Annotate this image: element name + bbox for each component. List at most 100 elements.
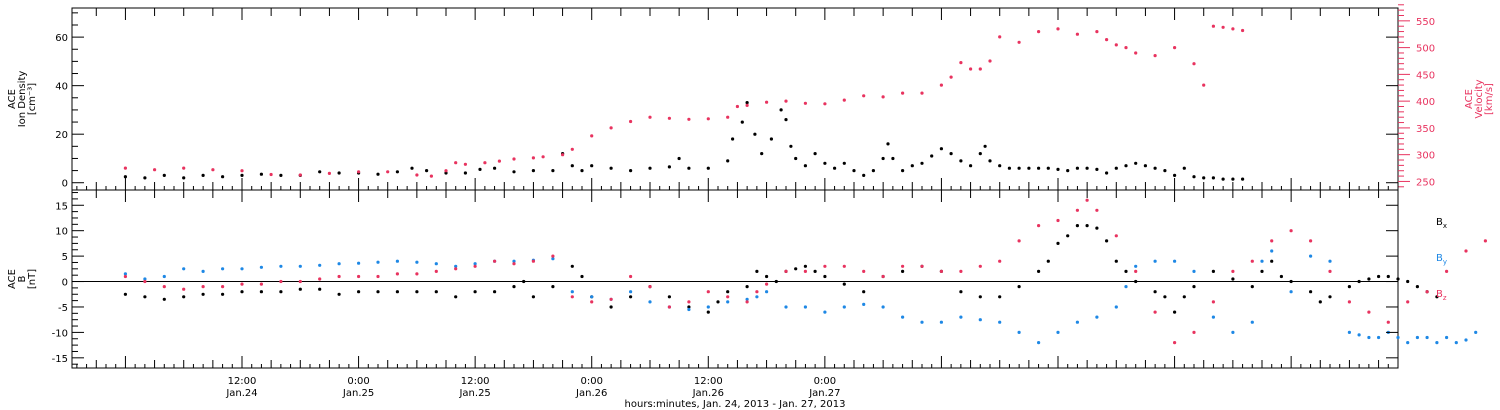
velocity-point-54 (1114, 43, 1118, 47)
bx-point-81 (1357, 279, 1361, 284)
bz-point-65 (1347, 300, 1351, 304)
by-point-34 (765, 290, 769, 294)
density-point-79 (1105, 171, 1109, 175)
velocity-axis-ticks: 250 300 350 400 450 500 550 (1398, 4, 1435, 188)
by-point-32 (745, 297, 749, 301)
density-point-61 (939, 147, 944, 151)
by-point-54 (1134, 264, 1138, 268)
by-point-46 (998, 320, 1002, 324)
by-point-40 (881, 305, 885, 309)
bz-point-35 (784, 269, 788, 273)
density-point-69 (1007, 166, 1012, 170)
bx-point-17 (454, 295, 458, 299)
velocity-tick-label-250: 250 (1416, 177, 1435, 188)
velocity-point-62 (1221, 25, 1225, 29)
bx-point-15 (415, 290, 419, 294)
by-point-27 (648, 300, 652, 304)
bz-point-39 (862, 269, 866, 273)
bz-point-40 (881, 274, 885, 279)
by-point-71 (1396, 335, 1400, 340)
velocity-point-15 (483, 161, 487, 165)
bz-point-31 (726, 295, 730, 299)
density-point-36 (731, 137, 735, 141)
velocity-point-43 (959, 61, 963, 65)
bx-point-20 (512, 285, 516, 289)
by-point-57 (1192, 269, 1196, 273)
velocity-point-20 (561, 153, 565, 157)
by-point-52 (1114, 305, 1118, 309)
bz-point-50 (1075, 208, 1079, 212)
velocity-point-37 (862, 94, 866, 98)
bx-point-57 (1066, 234, 1070, 238)
velocity-point-33 (784, 99, 788, 103)
by-point-17 (454, 264, 458, 268)
by-point-74 (1425, 335, 1429, 340)
velocity-point-32 (765, 100, 769, 104)
velocity-point-30 (735, 104, 740, 109)
density-point-48 (823, 161, 827, 165)
bz-point-20 (512, 262, 516, 266)
velocity-point-4 (240, 169, 244, 173)
date-tick-label-0: Jan.24 (225, 388, 257, 399)
bx-point-52 (998, 295, 1002, 299)
velocity-label-line-2: [km/s] (1484, 83, 1495, 115)
velocity-point-52 (1095, 30, 1099, 34)
density-point-66 (983, 144, 987, 148)
by-point-38 (842, 305, 846, 309)
field-label-line-1: B (17, 275, 28, 282)
density-point-63 (959, 159, 963, 163)
density-point-6 (240, 173, 244, 177)
bz-point-14 (395, 272, 399, 276)
field-tick-label-0: 0 (62, 278, 68, 289)
bx-point-45 (862, 290, 866, 294)
density-point-78 (1095, 167, 1099, 171)
density-point-74 (1056, 167, 1060, 171)
bz-point-47 (1017, 239, 1021, 243)
velocity-point-1 (153, 168, 157, 172)
velocity-label-line-0: ACE (1464, 89, 1475, 109)
density-point-15 (410, 166, 414, 170)
density-point-67 (988, 159, 992, 163)
velocity-point-22 (590, 134, 594, 138)
bz-point-16 (434, 269, 438, 273)
velocity-point-29 (726, 115, 730, 119)
bz-point-71 (1464, 249, 1468, 253)
bz-point-72 (1483, 239, 1487, 243)
bx-point-2 (162, 297, 166, 301)
velocity-point-41 (939, 83, 944, 87)
legend-bx-subscript: x (1443, 222, 1447, 230)
bx-point-1 (143, 295, 147, 299)
bz-point-48 (1037, 224, 1041, 228)
by-point-50 (1075, 320, 1079, 324)
bx-point-83 (1377, 274, 1381, 279)
bx-point-87 (1415, 285, 1419, 289)
velocity-point-14 (463, 162, 467, 166)
density-tick-label-20: 20 (55, 130, 68, 141)
bx-point-79 (1328, 295, 1332, 299)
density-point-39 (753, 132, 757, 136)
density-label-line-0: ACE (7, 89, 18, 109)
bz-point-60 (1250, 259, 1254, 263)
velocity-point-55 (1124, 46, 1128, 50)
bx-point-58 (1075, 224, 1079, 228)
bz-point-4 (201, 285, 205, 289)
density-point-56 (891, 156, 895, 161)
bx-point-8 (279, 290, 283, 294)
velocity-point-60 (1202, 83, 1206, 87)
bx-point-50 (959, 290, 963, 294)
bz-point-34 (765, 282, 769, 286)
density-point-87 (1182, 166, 1186, 170)
by-point-24 (590, 295, 594, 299)
density-point-91 (1221, 177, 1225, 181)
by-point-8 (279, 264, 283, 268)
density-point-88 (1192, 175, 1196, 179)
bz-point-27 (648, 285, 652, 289)
density-point-16 (425, 169, 429, 173)
density-point-64 (969, 164, 973, 168)
density-point-52 (862, 173, 866, 177)
by-point-1 (143, 277, 147, 281)
bx-point-65 (1153, 290, 1157, 294)
bz-point-44 (959, 269, 963, 273)
